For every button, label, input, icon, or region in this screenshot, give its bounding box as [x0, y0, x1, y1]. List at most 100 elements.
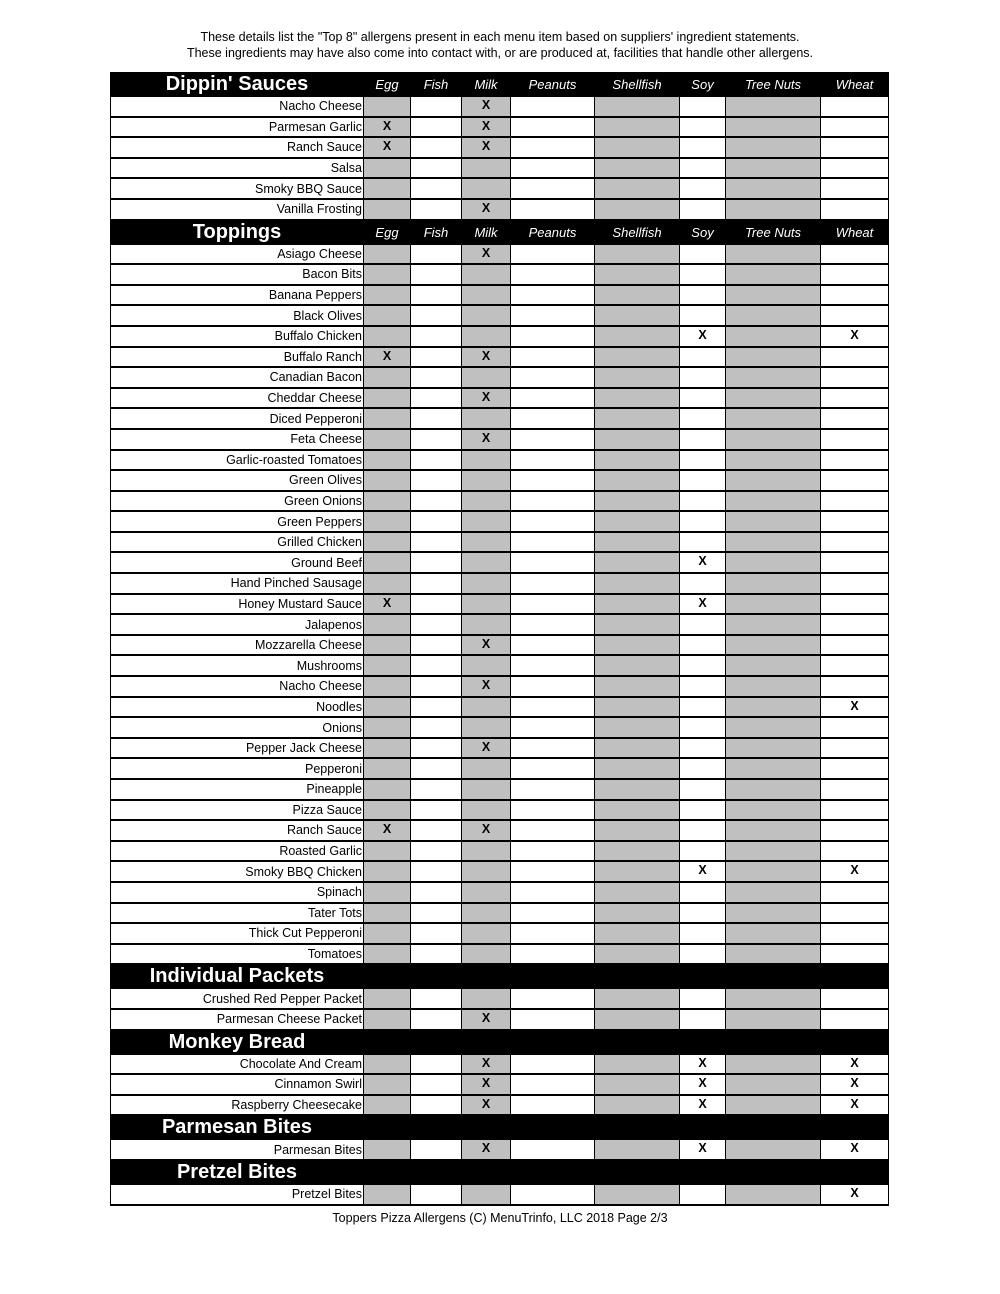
cell-milk: X: [461, 136, 511, 159]
cell-egg: [363, 860, 411, 883]
column-header-shellfish: Shellfish: [594, 219, 680, 245]
cell-peanuts: [510, 551, 595, 575]
cell-milk: [461, 757, 511, 780]
cell-tree-nuts: [725, 387, 821, 410]
cell-soy: [679, 136, 726, 159]
cell-shellfish: [594, 387, 680, 410]
cell-wheat: X: [820, 325, 889, 348]
cell-shellfish: [594, 177, 680, 200]
column-header-soy: Soy: [679, 72, 726, 97]
cell-egg: [363, 490, 411, 513]
column-header-egg: [363, 1029, 411, 1055]
cell-soy: [679, 490, 726, 513]
cell-wheat: [820, 263, 889, 286]
cell-wheat: [820, 346, 889, 369]
column-header-tree-nuts: [725, 963, 821, 990]
item-name: Green Peppers: [110, 510, 364, 533]
cell-fish: [410, 1008, 462, 1031]
cell-soy: [679, 510, 726, 533]
cell-milk: X: [461, 1139, 511, 1161]
cell-shellfish: [594, 243, 680, 266]
cell-fish: [410, 1139, 462, 1161]
cell-soy: [679, 757, 726, 780]
table-row: Pepper Jack Cheese X: [110, 737, 889, 760]
cell-soy: [679, 799, 726, 822]
cell-egg: [363, 531, 411, 554]
table-row: Roasted Garlic: [110, 840, 889, 863]
cell-wheat: [820, 116, 889, 139]
cell-peanuts: [510, 922, 595, 945]
cell-soy: [679, 778, 726, 801]
cell-fish: [410, 263, 462, 286]
cell-soy: X: [679, 325, 726, 348]
cell-egg: [363, 198, 411, 221]
cell-milk: [461, 840, 511, 863]
cell-wheat: X: [820, 696, 889, 719]
table-row: Vanilla Frosting X: [110, 198, 889, 221]
cell-wheat: [820, 902, 889, 925]
cell-peanuts: [510, 593, 595, 616]
section-header-individual-packets: Individual Packets: [110, 963, 889, 990]
column-header-wheat: [820, 1029, 889, 1055]
cell-wheat: [820, 428, 889, 451]
item-name: Smoky BBQ Sauce: [110, 177, 364, 200]
cell-wheat: X: [820, 860, 889, 883]
item-name: Nacho Cheese: [110, 95, 364, 118]
cell-fish: [410, 304, 462, 327]
table-row: Crushed Red Pepper Packet: [110, 988, 889, 1010]
cell-peanuts: [510, 325, 595, 348]
item-name: Spinach: [110, 881, 364, 904]
column-header-wheat: Wheat: [820, 72, 889, 97]
cell-milk: [461, 531, 511, 554]
table-row: Pizza Sauce: [110, 799, 889, 822]
cell-egg: [363, 177, 411, 200]
cell-fish: [410, 778, 462, 801]
item-name: Raspberry Cheesecake: [110, 1094, 364, 1117]
cell-shellfish: [594, 1073, 680, 1096]
cell-fish: [410, 449, 462, 472]
cell-shellfish: [594, 366, 680, 389]
cell-fish: [410, 943, 462, 966]
section-title: Pretzel Bites: [110, 1159, 364, 1185]
cell-peanuts: [510, 778, 595, 801]
cell-milk: [461, 572, 511, 595]
cell-tree-nuts: [725, 1094, 821, 1117]
cell-tree-nuts: [725, 1183, 821, 1206]
table-row: Asiago Cheese X: [110, 243, 889, 266]
table-row: Nacho Cheese X: [110, 95, 889, 118]
cell-shellfish: [594, 346, 680, 369]
cell-egg: [363, 1053, 411, 1076]
cell-soy: [679, 716, 726, 739]
table-row: Chocolate And Cream X X X: [110, 1053, 889, 1076]
item-name: Banana Peppers: [110, 284, 364, 307]
cell-tree-nuts: [725, 325, 821, 348]
column-header-soy: Soy: [679, 219, 726, 245]
column-header-soy: [679, 1159, 726, 1185]
cell-milk: [461, 449, 511, 472]
cell-egg: [363, 988, 411, 1010]
cell-shellfish: [594, 922, 680, 945]
cell-soy: X: [679, 593, 726, 616]
cell-egg: [363, 449, 411, 472]
column-header-soy: [679, 963, 726, 990]
column-header-peanuts: Peanuts: [510, 72, 595, 97]
cell-milk: X: [461, 198, 511, 221]
cell-wheat: [820, 177, 889, 200]
cell-tree-nuts: [725, 551, 821, 575]
item-name: Ranch Sauce: [110, 819, 364, 842]
cell-peanuts: [510, 346, 595, 369]
column-header-fish: Fish: [410, 72, 462, 97]
cell-wheat: [820, 654, 889, 678]
cell-wheat: [820, 593, 889, 616]
cell-soy: [679, 696, 726, 719]
cell-wheat: [820, 198, 889, 221]
cell-tree-nuts: [725, 366, 821, 389]
cell-wheat: [820, 449, 889, 472]
section-title: Individual Packets: [110, 963, 364, 990]
cell-tree-nuts: [725, 1073, 821, 1096]
column-header-egg: [363, 1114, 411, 1141]
cell-soy: [679, 840, 726, 863]
table-row: Cheddar Cheese X: [110, 387, 889, 410]
column-header-fish: Fish: [410, 219, 462, 245]
column-header-wheat: [820, 963, 889, 990]
